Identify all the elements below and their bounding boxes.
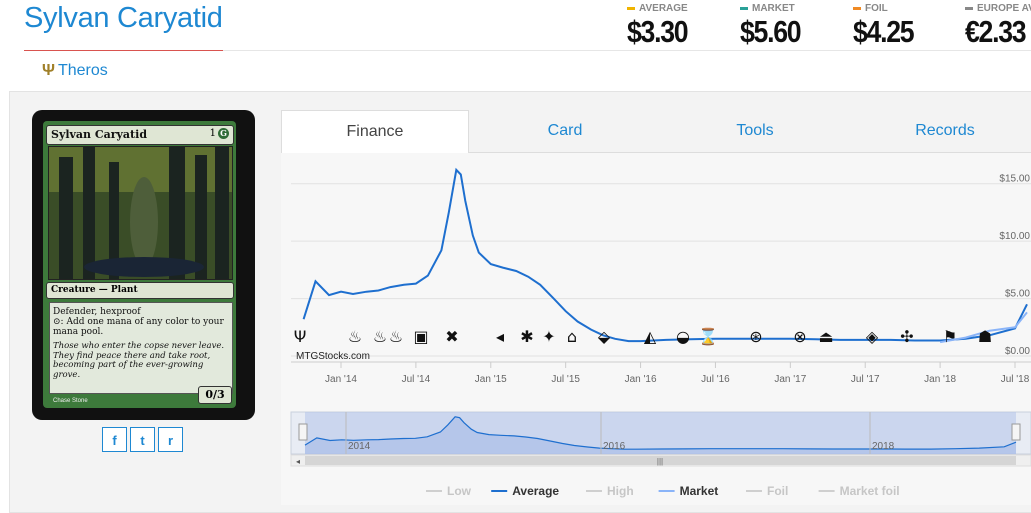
kaladesh-icon: ⌛ bbox=[698, 327, 718, 346]
dominaria-icon: ⚑ bbox=[943, 327, 957, 346]
price-label: MARKET bbox=[740, 3, 810, 14]
zendikar-icon: ⌂ bbox=[567, 327, 577, 346]
navigator-line bbox=[304, 416, 1017, 450]
price-europe-avg: EUROPE AVG€2.33 bbox=[965, 3, 1031, 50]
navigator-handle[interactable] bbox=[1011, 423, 1021, 441]
navigator-area bbox=[305, 416, 1016, 454]
price-average: AVERAGE $3.30 bbox=[627, 3, 697, 50]
eldritch-icon: ◒ bbox=[676, 327, 690, 346]
scrollbar-grip: ||| bbox=[657, 457, 663, 466]
rivals-icon: ✣ bbox=[900, 327, 913, 346]
fate-icon: ◂ bbox=[496, 327, 504, 346]
card-artist: Chase Stone bbox=[53, 398, 88, 404]
x-tick-label: Jan '15 bbox=[475, 374, 507, 385]
legend-item-market[interactable]: Market bbox=[680, 484, 719, 498]
magic-origins-icon: ✦ bbox=[542, 327, 555, 346]
tab-bar: Finance Card Tools Records bbox=[281, 110, 1031, 153]
shadows-icon: ◭ bbox=[644, 327, 657, 346]
navigator-tick-label: 2018 bbox=[872, 441, 895, 452]
scrollbar-thumb[interactable] bbox=[305, 456, 1016, 465]
tab-records[interactable]: Records bbox=[915, 122, 975, 139]
x-tick-label: Jan '16 bbox=[625, 374, 657, 385]
series-line-market bbox=[939, 311, 1028, 344]
price-value: €2.33 bbox=[965, 14, 1027, 49]
mtg-icon: ♨ bbox=[348, 327, 362, 346]
scroll-left-arrow[interactable]: ◂ bbox=[296, 457, 300, 466]
mtg-icon: ♨ bbox=[373, 327, 387, 346]
price-label: AVERAGE bbox=[627, 3, 697, 14]
x-tick-label: Jan '14 bbox=[325, 374, 357, 385]
card-art bbox=[48, 146, 233, 280]
price-label: EUROPE AVG bbox=[965, 3, 1031, 14]
y-tick-label: $0.00 bbox=[1005, 346, 1030, 357]
twitter-share-button[interactable]: t bbox=[130, 427, 155, 452]
chart-credit: MTGStocks.com bbox=[296, 351, 370, 362]
hour-icon: ⏏ bbox=[818, 327, 833, 346]
facebook-share-button[interactable]: f bbox=[102, 427, 127, 452]
khans-icon: ✖ bbox=[445, 327, 458, 346]
x-tick-label: Jul '18 bbox=[1001, 374, 1030, 385]
header-divider bbox=[223, 50, 1031, 51]
navigator-handle[interactable] bbox=[298, 423, 308, 441]
amonkhet-icon: ⊗ bbox=[793, 327, 806, 346]
x-tick-label: Jan '18 bbox=[924, 374, 956, 385]
legend-item-low[interactable]: Low bbox=[447, 484, 472, 498]
price-value: $4.25 bbox=[853, 14, 915, 49]
tab-finance[interactable]: Finance bbox=[281, 110, 469, 153]
set-link[interactable]: Ψ Theros bbox=[42, 62, 108, 80]
reddit-share-button[interactable]: r bbox=[158, 427, 183, 452]
page-title: Sylvan Caryatid bbox=[24, 2, 223, 34]
theros-icon: Ψ bbox=[42, 62, 55, 79]
navigator-tick-label: 2014 bbox=[348, 441, 371, 452]
set-name: Theros bbox=[57, 62, 108, 79]
legend-item-market-foil[interactable]: Market foil bbox=[840, 484, 900, 498]
price-value: $5.60 bbox=[740, 14, 802, 49]
y-tick-label: $5.00 bbox=[1005, 289, 1030, 300]
ixalan-icon: ◈ bbox=[866, 327, 879, 346]
green-mana-icon: G bbox=[218, 128, 229, 139]
aether-icon: ⊛ bbox=[749, 327, 762, 346]
tap-icon: ⊙ bbox=[53, 317, 61, 327]
x-tick-label: Jul '15 bbox=[551, 374, 580, 385]
price-market: MARKET $5.60 bbox=[740, 3, 810, 50]
x-tick-label: Jan '17 bbox=[774, 374, 806, 385]
card-type-line: Creature — Plant bbox=[51, 285, 138, 295]
price-foil: FOIL $4.25 bbox=[853, 3, 923, 50]
card-power-toughness: 0/3 bbox=[198, 386, 232, 404]
card-flavor-text: Those who enter the copse never leave. T… bbox=[53, 341, 225, 380]
y-tick-label: $15.00 bbox=[999, 174, 1030, 185]
theros-icon: Ψ bbox=[294, 327, 307, 346]
x-tick-label: Jul '16 bbox=[701, 374, 730, 385]
series-line-average bbox=[302, 167, 1028, 343]
card-name: Sylvan Caryatid bbox=[51, 128, 148, 141]
oath-icon: ⬙ bbox=[598, 327, 611, 346]
card-rules-text: Defender, hexproof ⊙: Add one mana of an… bbox=[49, 302, 233, 394]
dragons-icon: ✱ bbox=[520, 327, 533, 346]
price-label: FOIL bbox=[853, 3, 923, 14]
navigator-tick-label: 2016 bbox=[603, 441, 626, 452]
legend-item-average[interactable]: Average bbox=[512, 484, 559, 498]
y-tick-label: $10.00 bbox=[999, 231, 1030, 242]
price-value: $3.30 bbox=[627, 14, 689, 49]
tab-tools[interactable]: Tools bbox=[736, 122, 774, 139]
x-tick-label: Jul '14 bbox=[402, 374, 431, 385]
legend-item-high[interactable]: High bbox=[607, 484, 634, 498]
mtg-icon: ♨ bbox=[389, 327, 403, 346]
m15-icon: ▣ bbox=[413, 327, 428, 346]
legend-item-foil[interactable]: Foil bbox=[767, 484, 788, 498]
title-underline bbox=[24, 50, 223, 51]
m19-icon: ☗ bbox=[978, 327, 992, 346]
tab-card[interactable]: Card bbox=[547, 122, 583, 139]
x-tick-label: Jul '17 bbox=[851, 374, 880, 385]
